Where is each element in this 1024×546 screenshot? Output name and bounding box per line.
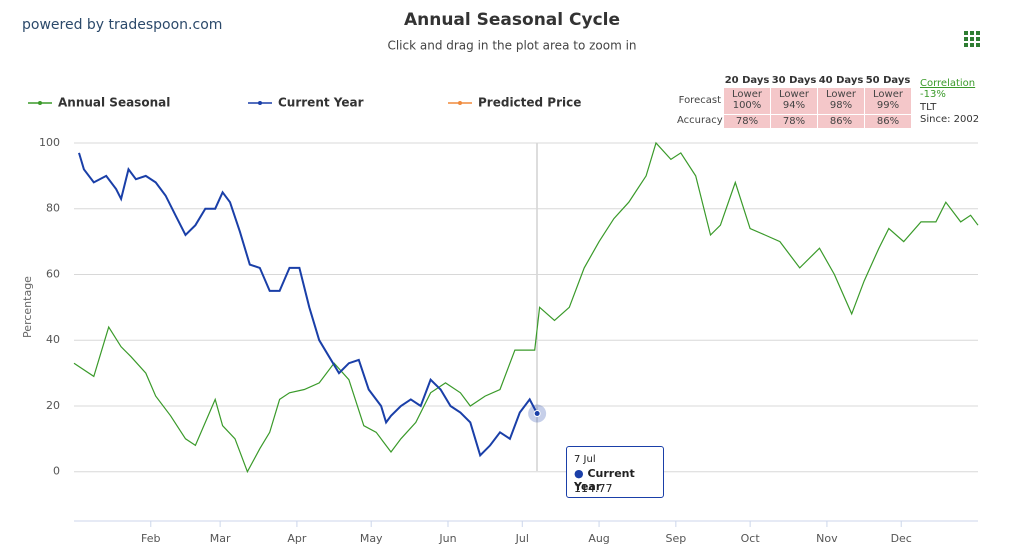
tooltip-date: 7 Jul — [574, 454, 596, 465]
row-label: Accuracy — [677, 115, 723, 126]
legend-label: Annual Seasonal — [58, 96, 170, 110]
table-cell: 86% — [865, 115, 911, 128]
cell-text: 78% — [735, 116, 759, 127]
cell-text: 99% — [876, 100, 900, 111]
table-header: 30 Days — [771, 75, 817, 86]
y-tick-label: 0 — [53, 465, 60, 478]
cell-text: Lower — [732, 89, 762, 100]
table-header: 50 Days — [865, 75, 911, 86]
y-tick-label: 100 — [39, 136, 60, 149]
cell-text: Lower — [873, 89, 903, 100]
series-line — [73, 141, 979, 474]
legend-marker — [258, 101, 262, 105]
table-cell: 78% — [724, 115, 770, 128]
correlation-link[interactable]: Correlation — [920, 78, 976, 89]
legend-item[interactable]: Annual Seasonal — [28, 96, 170, 110]
cell-text: 98% — [829, 100, 853, 111]
table-cell: 78% — [771, 115, 817, 128]
tooltip-value: 114.77 — [574, 482, 613, 495]
chart-subtitle: Click and drag in the plot area to zoom … — [387, 39, 636, 53]
y-tick-label: 80 — [46, 202, 60, 215]
cell-text: 86% — [829, 116, 853, 127]
menu-icon[interactable] — [964, 31, 980, 47]
y-axis-label: Percentage — [21, 276, 34, 338]
cell-text: Lower — [826, 89, 856, 100]
y-tick-label: 20 — [46, 399, 60, 412]
tooltip-series-name: Current Year — [574, 467, 635, 493]
legend-item[interactable]: Current Year — [248, 96, 364, 110]
legend-label: Predicted Price — [478, 96, 581, 110]
table-cell: Lower 94% — [771, 88, 817, 114]
table-cell: Lower 98% — [818, 88, 864, 114]
table-cell: Lower 100% — [724, 88, 770, 114]
y-tick-label: 40 — [46, 333, 60, 346]
since: Since: 2002 — [920, 114, 980, 125]
x-tick-label: Dec — [891, 532, 912, 545]
cell-text: 86% — [876, 116, 900, 127]
x-tick-label: Mar — [210, 532, 231, 545]
tooltip: 7 Jul ● Current Year 114.77 — [566, 446, 664, 498]
legend-marker — [38, 101, 42, 105]
cell-text: 78% — [782, 116, 806, 127]
y-tick-label: 60 — [46, 267, 60, 280]
x-tick-label: Jun — [438, 532, 456, 545]
legend-label: Current Year — [278, 96, 364, 110]
table-cell: 86% — [818, 115, 864, 128]
x-tick-label: Jul — [515, 532, 529, 545]
ticker: TLT — [920, 102, 937, 113]
cell-text: Lower — [779, 89, 809, 100]
x-tick-label: Feb — [141, 532, 160, 545]
table-header: 40 Days — [818, 75, 864, 86]
legend-item[interactable]: Predicted Price — [448, 96, 581, 110]
series-line — [78, 152, 538, 458]
x-tick-label: Sep — [665, 532, 686, 545]
chart-title: Annual Seasonal Cycle — [404, 10, 620, 30]
hover-point — [533, 410, 541, 418]
correlation-value: -13% — [920, 89, 946, 100]
x-tick-label: Apr — [287, 532, 307, 545]
row-label: Forecast — [678, 95, 721, 106]
x-tick-label: May — [360, 532, 383, 545]
brand: powered by tradespoon.com — [22, 17, 222, 33]
cell-text: 94% — [782, 100, 806, 111]
legend-marker — [458, 101, 462, 105]
table-header: 20 Days — [724, 75, 770, 86]
x-tick-label: Nov — [816, 532, 838, 545]
cell-text: 100% — [732, 100, 762, 111]
x-tick-label: Aug — [588, 532, 609, 545]
tooltip-series: ● Current Year — [574, 467, 635, 493]
table-cell: Lower 99% — [865, 88, 911, 114]
x-tick-label: Oct — [741, 532, 761, 545]
